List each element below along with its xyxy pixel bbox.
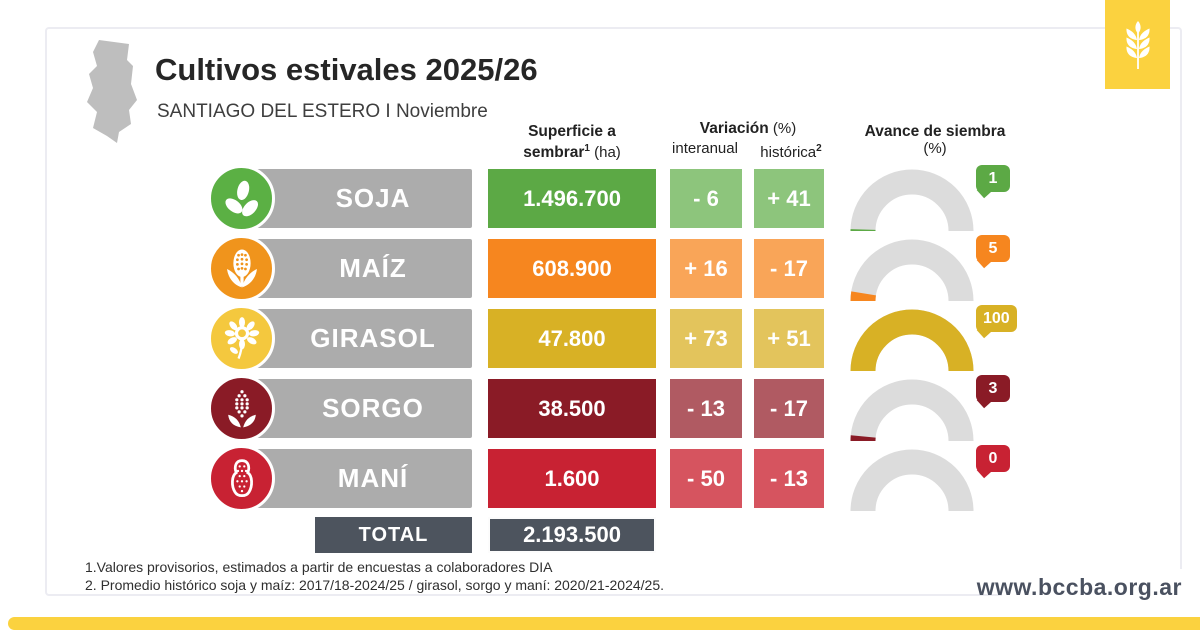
avance-badge: 5 [976,235,1010,269]
footnote-2: 2. Promedio histórico soja y maíz: 2017/… [85,576,665,593]
variacion-historica: - 17 [754,239,824,298]
corn-icon [208,235,275,302]
table-row-mani: MANÍ 1.600 - 50 - 13 [0,445,1200,512]
column-header-avance: Avance de siembra (%) [864,123,1006,157]
bccba-logo [1105,0,1170,89]
table-row-maiz: MAÍZ 608.900 + 16 - 17 [0,235,1200,302]
bottom-accent-bar [8,617,1200,630]
variacion-interanual: - 13 [670,379,742,438]
avance-gauge [850,239,974,303]
avance-badge: 0 [976,445,1010,479]
superficie-value: 1.600 [488,449,656,508]
page-subtitle: SANTIAGO DEL ESTERO I Noviembre [157,101,488,122]
variacion-interanual: - 50 [670,449,742,508]
avance-gauge [850,449,974,513]
superficie-value: 1.496.700 [488,169,656,228]
crop-label: MAÍZ [248,239,472,298]
variacion-historica: - 13 [754,449,824,508]
superficie-value: 608.900 [488,239,656,298]
table-row-soja: SOJA 1.496.700 - 6 + 41 1 [0,165,1200,232]
superficie-value: 38.500 [488,379,656,438]
soybean-icon [208,165,275,232]
variacion-historica: + 51 [754,309,824,368]
crop-label: GIRASOL [248,309,472,368]
subheader-historica: histórica2 [760,143,822,161]
total-value: 2.193.500 [488,517,656,553]
table-row-girasol: GIRASOL 47.800 + 73 [0,305,1200,372]
variacion-historica: + 41 [754,169,824,228]
superficie-value: 47.800 [488,309,656,368]
column-header-variacion: Variación (%) interanual histórica2 [662,120,834,161]
avance-badge: 100 [976,305,1017,339]
table-row-sorgo: SORGO 38.500 - 13 - 17 [0,375,1200,442]
sunflower-icon [208,305,275,372]
footnote-1: 1.Valores provisorios, estimados a parti… [85,559,553,575]
variacion-interanual: + 16 [670,239,742,298]
peanut-icon [208,445,275,512]
sorghum-icon [208,375,275,442]
website-link[interactable]: www.bccba.org.ar [977,569,1190,606]
crop-label: MANÍ [248,449,472,508]
santiago-del-estero-map [87,40,137,143]
avance-badge: 3 [976,375,1010,409]
variacion-historica: - 17 [754,379,824,438]
subheader-interanual: interanual [672,140,738,157]
avance-gauge [850,169,974,233]
crop-label: SOJA [248,169,472,228]
column-header-superficie: Superficie a sembrar1 (ha) [523,123,621,162]
total-label: TOTAL [315,517,472,553]
avance-gauge [850,379,974,443]
variacion-interanual: + 73 [670,309,742,368]
wheat-icon [1125,20,1150,69]
page-title: Cultivos estivales 2025/26 [155,52,538,87]
variacion-interanual: - 6 [670,169,742,228]
crop-label: SORGO [248,379,472,438]
footnotes: 1.Valores provisorios, estimados a parti… [85,559,664,594]
avance-badge: 1 [976,165,1010,199]
avance-gauge [850,309,974,373]
